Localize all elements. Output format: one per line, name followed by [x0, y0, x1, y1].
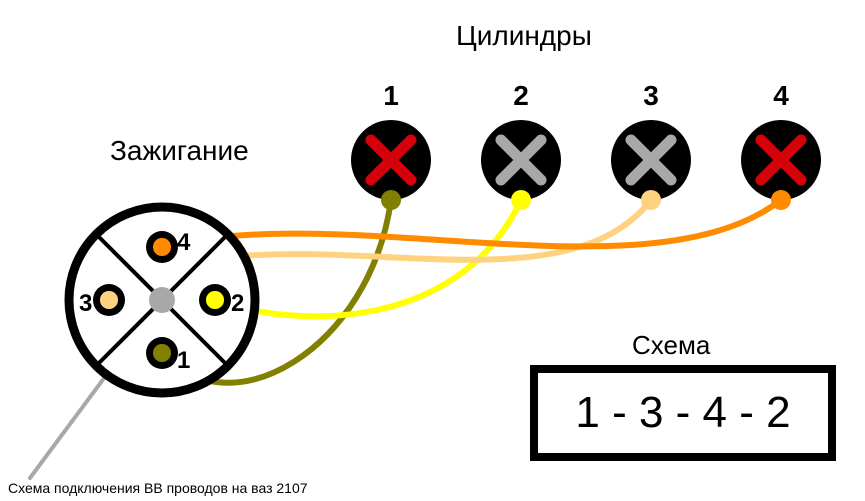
- distributor-pin-dot-4: [153, 238, 171, 256]
- schema-box: 1 - 3 - 4 - 2: [530, 365, 836, 461]
- distributor-pin-dot-2: [206, 291, 224, 309]
- firing-order: 1 - 3 - 4 - 2: [575, 388, 790, 438]
- heading-ignition: Зажигание: [110, 135, 249, 167]
- cylinder-number-2: 2: [481, 80, 561, 112]
- schema-label: Схема: [632, 330, 710, 361]
- distributor-pin-label-2: 2: [231, 290, 244, 318]
- cylinder-number-1: 1: [351, 80, 431, 112]
- cylinder-node-3: [611, 120, 691, 200]
- distributor-pin-dot-3: [100, 291, 118, 309]
- cylinder-x-icon: [741, 120, 821, 200]
- distributor-pin-label-1: 1: [177, 347, 190, 375]
- cylinder-node-4: [741, 120, 821, 200]
- distributor-pin-label-4: 4: [177, 229, 190, 257]
- cylinder-pin-1: [381, 190, 401, 210]
- cylinder-pin-3: [641, 190, 661, 210]
- cylinder-number-4: 4: [741, 80, 821, 112]
- cylinder-x-icon: [351, 120, 431, 200]
- cylinder-node-2: [481, 120, 561, 200]
- cylinder-number-3: 3: [611, 80, 691, 112]
- caption: Схема подключения ВВ проводов на ваз 210…: [8, 480, 308, 496]
- cylinder-x-icon: [611, 120, 691, 200]
- distributor-pin-label-3: 3: [79, 290, 92, 318]
- diagram-root: Цилиндры Зажигание 1 2 3 4 Схема 1 - 3 - 4 …: [0, 0, 865, 501]
- cylinder-x-icon: [481, 120, 561, 200]
- cylinder-pin-2: [511, 190, 531, 210]
- distributor-pin-dot-1: [153, 344, 171, 362]
- cylinder-pin-4: [771, 190, 791, 210]
- cylinder-node-1: [351, 120, 431, 200]
- heading-cylinders: Цилиндры: [456, 20, 592, 52]
